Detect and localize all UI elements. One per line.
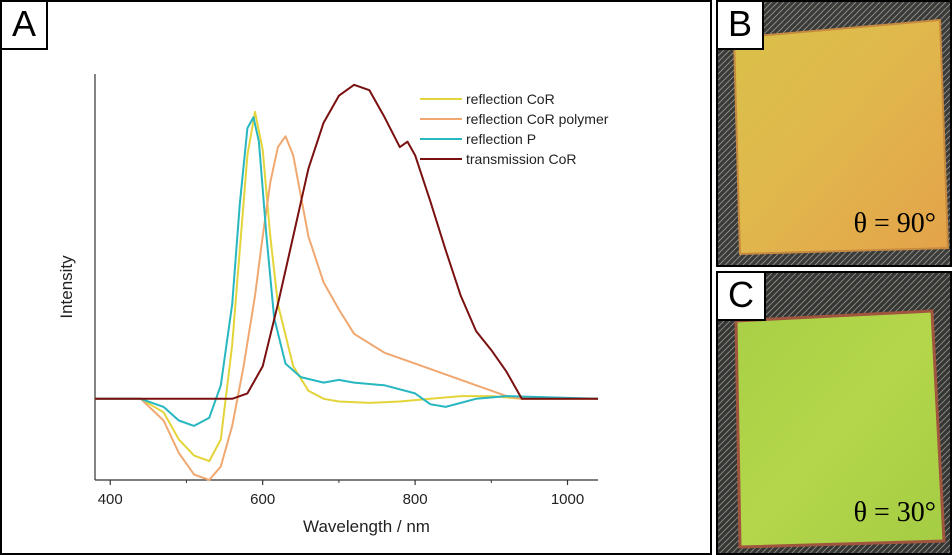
legend-label-2: reflection P [466, 131, 536, 147]
y-axis-title: Intensity [57, 255, 76, 319]
panel-a-label: A [0, 0, 49, 50]
x-tick-label: 400 [98, 491, 123, 508]
legend-label-1: reflection CoR polymer [466, 111, 609, 127]
x-tick-label: 600 [250, 491, 275, 508]
panel-c: C θ = 30° [716, 271, 952, 555]
panel-b: B θ = 90° [716, 0, 952, 267]
chart-legend: reflection CoR reflection CoR polymer refl… [420, 91, 609, 167]
chart-axes: 400 600 800 1000 Wavelength / nm Intensity [57, 74, 598, 536]
series-line-3 [95, 83, 598, 400]
legend-label-3: transmission CoR [466, 151, 576, 167]
legend-label-0: reflection CoR [466, 91, 555, 107]
series-line-0 [95, 110, 598, 463]
series-layer [95, 83, 599, 481]
panel-b-label: B [718, 2, 765, 50]
series-line-2 [95, 116, 599, 427]
x-tick-label: 1000 [551, 491, 584, 508]
panel-c-label: C [718, 273, 766, 321]
angle-label-b: θ = 90° [853, 208, 936, 239]
x-tick-label: 800 [403, 491, 428, 508]
angle-label-c: θ = 30° [853, 497, 936, 528]
series-line-1 [95, 135, 598, 481]
spectrum-chart: 400 600 800 1000 Wavelength / nm Intensity re… [57, 74, 609, 536]
panel-a: A 400 600 800 1000 Wavelength / nm Intensity … [0, 0, 712, 555]
x-axis-title: Wavelength / nm [303, 517, 430, 536]
